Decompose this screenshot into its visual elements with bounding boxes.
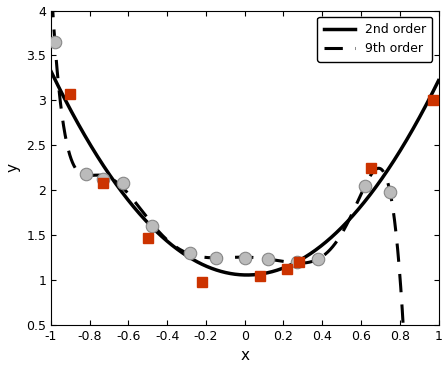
9th order xyxy=(237,255,242,259)
X-axis label: x: x xyxy=(240,348,249,363)
2nd order xyxy=(353,210,359,214)
9th order xyxy=(353,203,359,207)
Y-axis label: y: y xyxy=(5,163,21,172)
2nd order xyxy=(425,100,430,105)
9th order xyxy=(68,156,73,160)
2nd order xyxy=(436,78,441,83)
2nd order xyxy=(48,69,54,73)
9th order xyxy=(226,255,232,260)
2nd order xyxy=(68,108,73,113)
2nd order xyxy=(237,272,242,277)
2nd order xyxy=(226,271,232,276)
2nd order xyxy=(425,100,430,104)
Line: 2nd order: 2nd order xyxy=(51,71,439,275)
Line: 9th order: 9th order xyxy=(51,0,439,369)
Legend: 2nd order, 9th order: 2nd order, 9th order xyxy=(317,17,432,62)
2nd order xyxy=(244,273,250,277)
